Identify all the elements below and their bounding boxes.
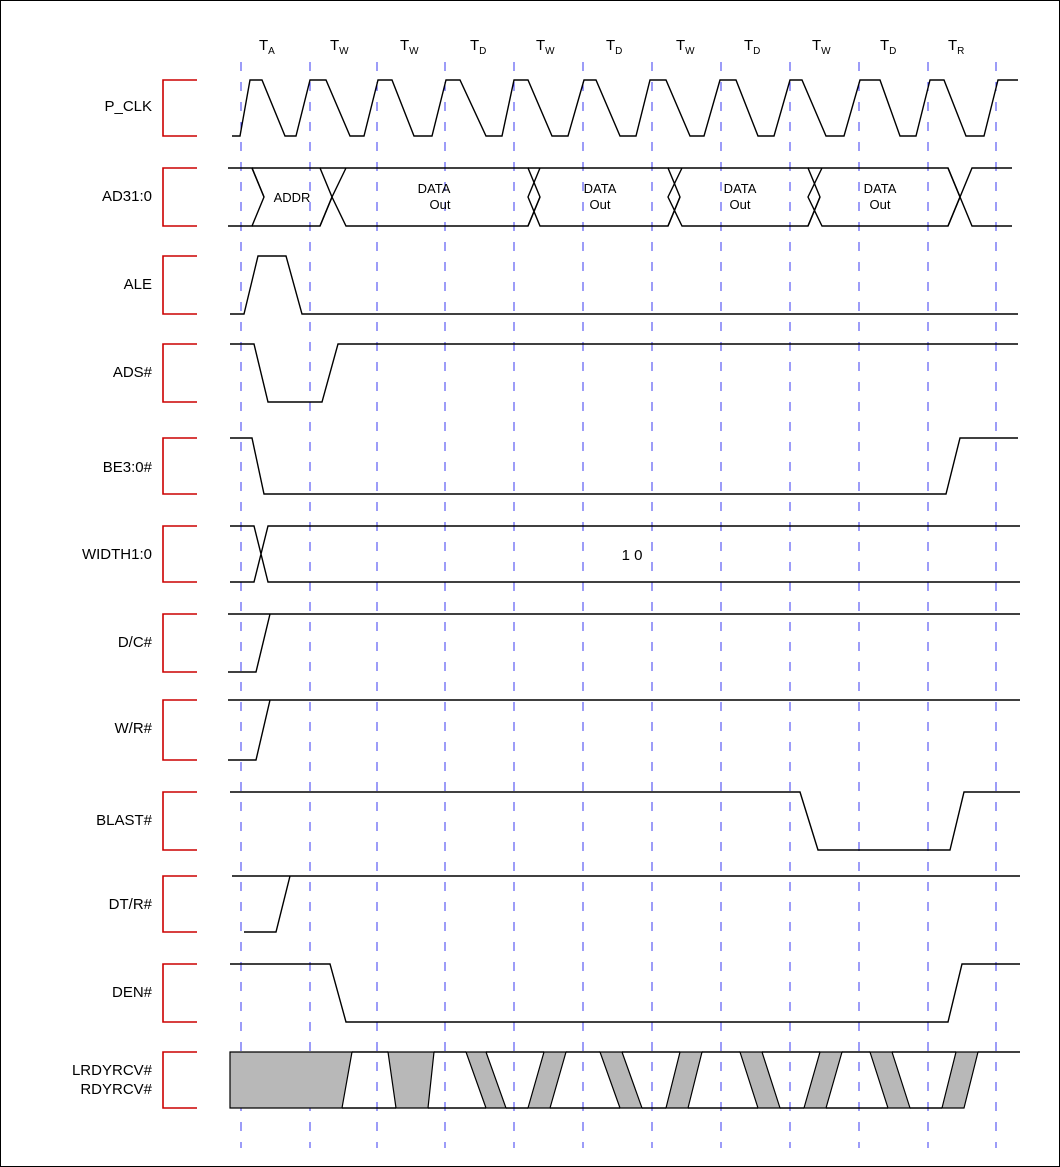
- waveform-ad31: ADDR DATA Out DATA Out DATA Out DATA Out: [228, 167, 1012, 227]
- bracket-blast: [162, 791, 197, 851]
- lrdyrcv-shade-7: [739, 1051, 781, 1109]
- cycle-label-6: TD: [606, 37, 622, 57]
- signal-label-den: DEN#: [112, 984, 153, 1001]
- width-bus-lines: [230, 525, 1020, 583]
- cycle-label-8: TD: [744, 37, 760, 57]
- ad31-data-label-3b: Out: [730, 197, 751, 212]
- waveform-be30: [230, 437, 1018, 495]
- signal-label-wr: W/R#: [115, 720, 153, 737]
- waveform-dtr: [232, 875, 1020, 933]
- signal-label-ads: ADS#: [113, 364, 153, 381]
- bracket-ale: [162, 255, 197, 315]
- lrdyrcv-shade-10: [941, 1051, 979, 1109]
- lrdyrcv-shade-3: [465, 1051, 507, 1109]
- ad31-data-label-2b: Out: [590, 197, 611, 212]
- cycle-label-5: TW: [536, 37, 555, 57]
- waveform-ale: [230, 255, 1018, 315]
- ad31-tail: [947, 167, 1012, 227]
- bracket-ad31: [162, 167, 197, 227]
- ad31-data-label-3a: DATA: [724, 181, 757, 196]
- signal-label-ad31: AD31:0: [102, 188, 152, 205]
- lrdyrcv-shade-1: [229, 1051, 353, 1109]
- lrdyrcv-shade-9: [869, 1051, 911, 1109]
- ad31-addr-label: ADDR: [274, 190, 311, 205]
- ad31-data-label-1a: DATA: [418, 181, 451, 196]
- cycle-label-9: TW: [812, 37, 831, 57]
- bracket-dc: [162, 613, 197, 673]
- signal-labels: P_CLK AD31:0 ALE ADS# BE3:0# WIDTH1:0 D/…: [72, 98, 153, 1098]
- cycle-grid-lines: [240, 62, 997, 1148]
- lrdyrcv-lines: [342, 1051, 1020, 1109]
- waveform-dc: [228, 613, 1020, 673]
- ad31-data-label-1b: Out: [430, 197, 451, 212]
- cycle-label-4: TD: [470, 37, 486, 57]
- cycle-label-7: TW: [676, 37, 695, 57]
- signal-label-blast: BLAST#: [96, 812, 153, 829]
- bracket-wr: [162, 699, 197, 761]
- lrdyrcv-shade-6: [665, 1051, 703, 1109]
- signal-label-width: WIDTH1:0: [82, 546, 152, 563]
- signal-label-ale: ALE: [124, 276, 152, 293]
- ad31-data-label-4a: DATA: [864, 181, 897, 196]
- bracket-width: [162, 525, 197, 583]
- cycle-label-10: TD: [880, 37, 896, 57]
- ad31-data-label-4b: Out: [870, 197, 891, 212]
- cycle-label-2: TW: [330, 37, 349, 57]
- waveform-p-clk: [232, 79, 1018, 137]
- bracket-den: [162, 963, 197, 1023]
- bracket-p-clk: [162, 79, 197, 137]
- cycle-header: TA TW TW TD TW TD TW TD TW TD TR: [259, 37, 964, 57]
- signal-label-lrdyrcv: LRDYRCV#: [72, 1062, 153, 1079]
- waveform-width: 1 0: [230, 525, 1020, 583]
- signal-label-dc: D/C#: [118, 634, 153, 651]
- waveform-blast: [230, 791, 1020, 851]
- cycle-label-1: TA: [259, 37, 275, 57]
- lrdyrcv-shade-8: [803, 1051, 843, 1109]
- cycle-label-11: TR: [948, 37, 964, 57]
- bracket-ads: [162, 343, 197, 403]
- waveform-wr: [228, 699, 1020, 761]
- lrdyrcv-shade-4: [527, 1051, 567, 1109]
- lrdyrcv-shade-2: [387, 1051, 435, 1109]
- ad31-data-label-2a: DATA: [584, 181, 617, 196]
- waveform-ads: [230, 343, 1018, 403]
- signal-label-dtr: DT/R#: [109, 896, 153, 913]
- signal-label-be30: BE3:0#: [103, 459, 153, 476]
- bracket-lrdyrcv: [162, 1051, 197, 1109]
- waveform-lrdyrcv: [229, 1051, 1020, 1109]
- waveform-den: [230, 963, 1020, 1023]
- signal-label-p-clk: P_CLK: [104, 98, 152, 115]
- signal-brackets: [162, 79, 197, 1109]
- cycle-label-3: TW: [400, 37, 419, 57]
- lrdyrcv-shade-5: [599, 1051, 643, 1109]
- signal-label-rdyrcv: RDYRCV#: [80, 1081, 152, 1098]
- width-value-label: 1 0: [622, 547, 643, 564]
- bracket-dtr: [162, 875, 197, 933]
- ad31-top-line: [228, 167, 265, 227]
- bracket-be30: [162, 437, 197, 495]
